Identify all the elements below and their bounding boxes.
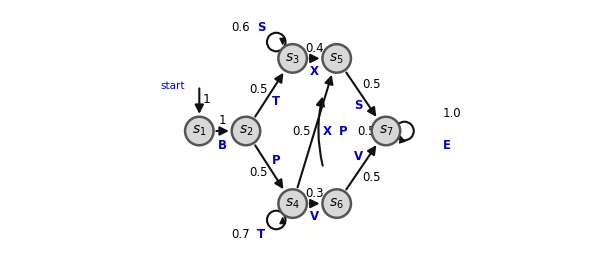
Text: 0.3: 0.3 bbox=[305, 187, 324, 200]
Text: X: X bbox=[323, 124, 332, 138]
Text: B: B bbox=[218, 139, 227, 152]
Circle shape bbox=[322, 189, 351, 218]
Text: $s_6$: $s_6$ bbox=[329, 196, 344, 211]
Text: 0.5: 0.5 bbox=[293, 124, 311, 138]
Text: $s_7$: $s_7$ bbox=[379, 124, 393, 138]
Circle shape bbox=[322, 44, 351, 73]
Text: 0.4: 0.4 bbox=[305, 42, 324, 54]
Circle shape bbox=[231, 117, 260, 145]
Text: 1: 1 bbox=[202, 93, 210, 106]
Text: T: T bbox=[257, 228, 265, 242]
Text: 1: 1 bbox=[219, 114, 227, 127]
Text: $s_5$: $s_5$ bbox=[330, 51, 344, 66]
Text: $s_1$: $s_1$ bbox=[192, 124, 207, 138]
Text: 0.6: 0.6 bbox=[231, 20, 250, 34]
Text: $s_2$: $s_2$ bbox=[239, 124, 253, 138]
Text: 0.7: 0.7 bbox=[231, 228, 250, 242]
Text: E: E bbox=[443, 139, 451, 152]
Text: 0.5: 0.5 bbox=[362, 78, 381, 91]
Text: $s_4$: $s_4$ bbox=[285, 196, 300, 211]
Text: P: P bbox=[339, 124, 347, 138]
Text: 1.0: 1.0 bbox=[443, 107, 462, 121]
Text: 0.5: 0.5 bbox=[358, 124, 376, 138]
Text: 0.5: 0.5 bbox=[250, 83, 268, 96]
Text: start: start bbox=[161, 81, 185, 91]
Text: 0.5: 0.5 bbox=[250, 166, 268, 179]
Circle shape bbox=[278, 44, 307, 73]
Text: V: V bbox=[310, 210, 319, 223]
Text: X: X bbox=[310, 65, 319, 78]
Text: P: P bbox=[271, 154, 280, 167]
Text: T: T bbox=[271, 95, 280, 108]
Text: S: S bbox=[355, 99, 363, 112]
Circle shape bbox=[371, 117, 400, 145]
Circle shape bbox=[185, 117, 213, 145]
Text: $s_3$: $s_3$ bbox=[285, 51, 300, 66]
Text: 0.5: 0.5 bbox=[362, 171, 381, 184]
Text: V: V bbox=[354, 150, 363, 163]
Circle shape bbox=[278, 189, 307, 218]
Text: S: S bbox=[257, 20, 265, 34]
